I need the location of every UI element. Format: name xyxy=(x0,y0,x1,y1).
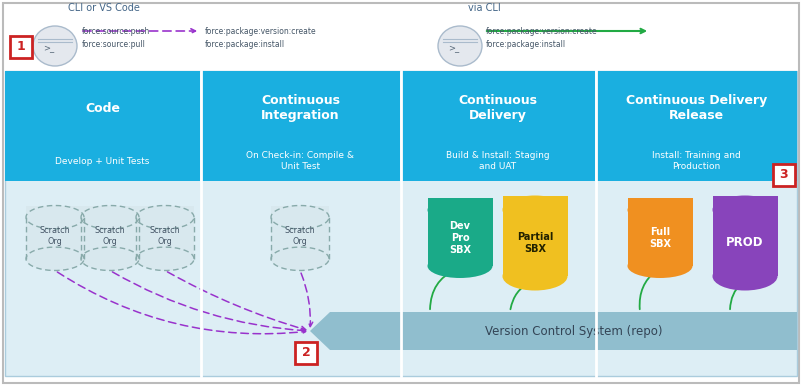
FancyBboxPatch shape xyxy=(10,36,32,58)
Text: force:package:version:create
force:package:install: force:package:version:create force:packa… xyxy=(486,27,597,49)
Text: 1: 1 xyxy=(17,41,26,54)
Ellipse shape xyxy=(712,195,777,224)
Ellipse shape xyxy=(26,247,84,271)
Text: >_: >_ xyxy=(448,44,460,54)
Text: Scratch
Org: Scratch Org xyxy=(285,226,315,246)
Text: Scratch
Org: Scratch Org xyxy=(150,226,180,246)
Ellipse shape xyxy=(627,254,692,278)
Text: Continuous
Integration: Continuous Integration xyxy=(261,94,340,122)
FancyBboxPatch shape xyxy=(136,205,194,259)
FancyBboxPatch shape xyxy=(3,3,799,383)
Text: Continuous Delivery
Release: Continuous Delivery Release xyxy=(626,94,768,122)
Ellipse shape xyxy=(271,205,329,229)
Ellipse shape xyxy=(81,247,139,271)
FancyBboxPatch shape xyxy=(627,198,692,266)
Text: On Check-in: Compile &
Unit Test: On Check-in: Compile & Unit Test xyxy=(246,151,354,171)
Text: Dev
Pro
SBX: Dev Pro SBX xyxy=(449,222,471,255)
Text: PROD: PROD xyxy=(727,237,764,249)
Text: 3: 3 xyxy=(780,169,788,181)
FancyBboxPatch shape xyxy=(5,71,200,181)
Text: Version Control System (repo): Version Control System (repo) xyxy=(484,325,662,337)
Text: Scratch
Org: Scratch Org xyxy=(95,226,125,246)
Text: Code: Code xyxy=(85,102,120,115)
Ellipse shape xyxy=(427,254,492,278)
FancyBboxPatch shape xyxy=(401,71,595,181)
Ellipse shape xyxy=(438,26,482,66)
FancyBboxPatch shape xyxy=(773,164,795,186)
FancyBboxPatch shape xyxy=(503,195,568,276)
Ellipse shape xyxy=(627,198,692,222)
Text: Build & Install: Staging
and UAT: Build & Install: Staging and UAT xyxy=(446,151,550,171)
Ellipse shape xyxy=(427,198,492,222)
Text: Scratch
Org: Scratch Org xyxy=(39,226,71,246)
Ellipse shape xyxy=(712,262,777,291)
FancyBboxPatch shape xyxy=(271,205,329,259)
Text: 2: 2 xyxy=(302,347,310,359)
FancyBboxPatch shape xyxy=(5,71,797,376)
Ellipse shape xyxy=(26,205,84,229)
Ellipse shape xyxy=(33,26,77,66)
FancyBboxPatch shape xyxy=(26,205,84,259)
Ellipse shape xyxy=(136,205,194,229)
Text: >_: >_ xyxy=(43,44,55,54)
FancyBboxPatch shape xyxy=(201,71,400,181)
FancyBboxPatch shape xyxy=(427,198,492,266)
Ellipse shape xyxy=(136,247,194,271)
FancyBboxPatch shape xyxy=(81,205,139,259)
Text: Develop + Unit Tests: Develop + Unit Tests xyxy=(55,156,150,166)
Text: force:source:push
force:source:pull: force:source:push force:source:pull xyxy=(82,27,150,49)
Text: Install: Training and
Production: Install: Training and Production xyxy=(652,151,741,171)
Ellipse shape xyxy=(503,262,568,291)
Text: force:package:version:create
force:package:install: force:package:version:create force:packa… xyxy=(205,27,317,49)
Text: via CLI: via CLI xyxy=(468,3,500,13)
Ellipse shape xyxy=(503,195,568,224)
Text: Continuous
Delivery: Continuous Delivery xyxy=(459,94,537,122)
Text: Full
SBX: Full SBX xyxy=(649,227,671,249)
Ellipse shape xyxy=(81,205,139,229)
Text: CLI or VS Code: CLI or VS Code xyxy=(68,3,140,13)
FancyBboxPatch shape xyxy=(295,342,317,364)
Ellipse shape xyxy=(271,247,329,271)
Polygon shape xyxy=(310,312,797,350)
FancyBboxPatch shape xyxy=(596,71,797,181)
Text: Partial
SBX: Partial SBX xyxy=(516,232,553,254)
FancyBboxPatch shape xyxy=(712,195,777,276)
